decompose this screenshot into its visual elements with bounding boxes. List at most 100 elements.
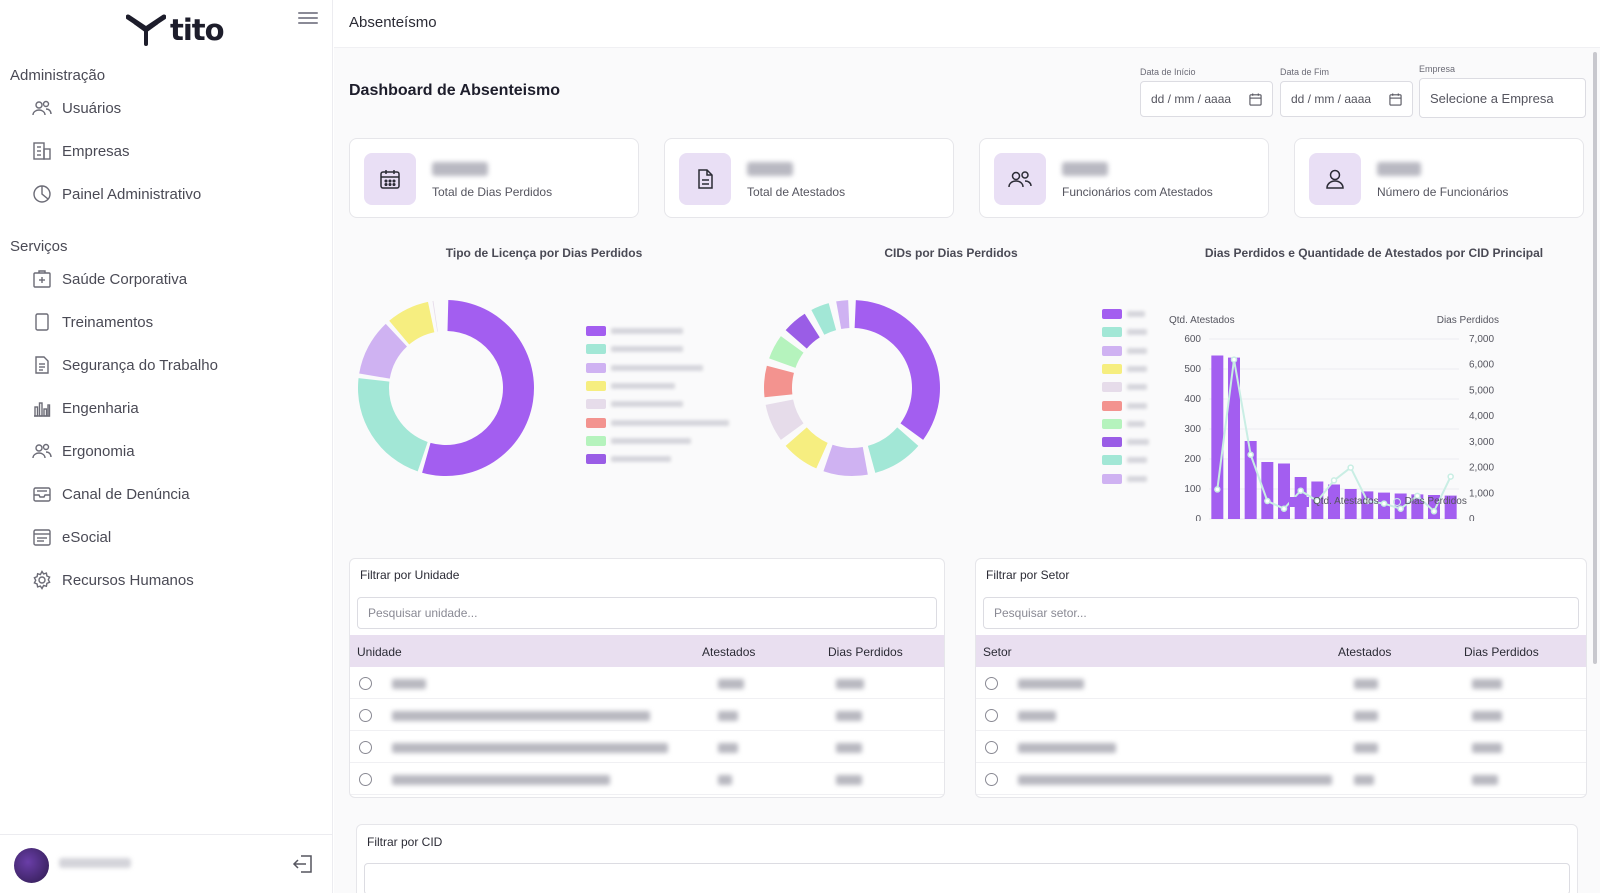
bar[interactable] — [1328, 484, 1340, 520]
line-point[interactable] — [1280, 505, 1288, 512]
line-point[interactable] — [1397, 505, 1404, 512]
bar[interactable] — [1428, 495, 1440, 519]
legend-item[interactable] — [586, 344, 683, 355]
line-point[interactable] — [1364, 497, 1371, 505]
table-row[interactable] — [976, 731, 1586, 763]
legend-item[interactable] — [1102, 473, 1147, 484]
legend-item[interactable] — [586, 380, 675, 391]
logout-button[interactable] — [292, 854, 314, 879]
bar[interactable] — [1211, 355, 1224, 520]
donut-slice[interactable] — [358, 378, 428, 472]
line-point[interactable] — [1230, 356, 1238, 363]
legend-item[interactable] — [586, 326, 683, 336]
start-date-input[interactable]: dd / mm / aaaa — [1140, 81, 1273, 117]
logo[interactable]: tito — [126, 12, 225, 48]
donut-slice[interactable] — [764, 365, 794, 398]
sector-search-input[interactable] — [983, 597, 1579, 629]
sidebar-item-saude-corporativa[interactable]: Saúde Corporativa — [32, 265, 187, 293]
line-point[interactable] — [1297, 487, 1304, 494]
legend-item[interactable]: Dias Perdidos — [1392, 496, 1467, 507]
bar[interactable] — [1411, 494, 1424, 519]
donut-slice[interactable] — [765, 399, 804, 440]
line-point[interactable] — [1414, 492, 1421, 500]
donut-slice[interactable] — [811, 303, 837, 335]
legend-item[interactable] — [1102, 437, 1149, 448]
row-radio[interactable] — [985, 773, 998, 786]
line-point[interactable] — [1380, 500, 1388, 507]
donut-slice[interactable] — [867, 427, 919, 473]
row-radio[interactable] — [359, 677, 372, 690]
legend-item[interactable] — [1102, 327, 1147, 338]
table-row[interactable] — [350, 731, 944, 763]
row-radio[interactable] — [985, 677, 998, 690]
end-date-input[interactable]: dd / mm / aaaa — [1280, 81, 1413, 117]
bar[interactable] — [1261, 462, 1274, 519]
legend-item[interactable] — [1102, 418, 1145, 429]
legend-swatch — [586, 454, 606, 465]
menu-toggle-button[interactable] — [298, 12, 318, 26]
sidebar-item-usuarios[interactable]: Usuários — [32, 94, 121, 122]
legend-item[interactable] — [586, 399, 683, 410]
legend-item[interactable] — [1102, 345, 1147, 356]
row-radio[interactable] — [985, 741, 998, 754]
bar[interactable] — [1228, 357, 1240, 519]
sidebar-item-recursos-humanos[interactable]: Recursos Humanos — [32, 566, 194, 594]
legend-item[interactable] — [1102, 309, 1145, 319]
donut-slice[interactable] — [785, 313, 820, 349]
kpi-label: Número de Funcionários — [1377, 185, 1509, 199]
row-radio[interactable] — [359, 709, 372, 722]
bar[interactable] — [1444, 495, 1457, 519]
line-point[interactable] — [1347, 464, 1354, 471]
bar[interactable] — [1361, 491, 1374, 519]
line-point[interactable] — [1447, 473, 1454, 480]
donut-slice[interactable] — [836, 300, 850, 329]
sidebar-item-engenharia[interactable]: Engenharia — [32, 394, 139, 422]
sidebar-item-painel-administrativo[interactable]: Painel Administrativo — [32, 180, 201, 208]
legend-item[interactable] — [586, 454, 671, 465]
sidebar-item-treinamentos[interactable]: Treinamentos — [32, 308, 153, 336]
legend-item[interactable]: Qtd. Atestados — [1289, 496, 1379, 507]
legend-item[interactable] — [1102, 455, 1147, 466]
company-select[interactable]: Selecione a Empresa — [1419, 78, 1586, 118]
sidebar-item-seguranca-do-trabalho[interactable]: Segurança do Trabalho — [32, 351, 218, 379]
legend-item[interactable] — [586, 362, 703, 373]
donut-slice[interactable] — [854, 300, 940, 440]
sidebar-item-empresas[interactable]: Empresas — [32, 137, 130, 165]
donut-slice[interactable] — [432, 300, 438, 332]
line-point[interactable] — [1430, 508, 1438, 515]
sidebar-item-label: Empresas — [62, 142, 130, 160]
line-point[interactable] — [1314, 497, 1321, 505]
table-row[interactable] — [350, 763, 944, 795]
scrollbar[interactable] — [1593, 52, 1597, 664]
sidebar-item-ergonomia[interactable]: Ergonomia — [32, 437, 135, 465]
donut-slice[interactable] — [769, 336, 804, 368]
table-row[interactable] — [976, 699, 1586, 731]
row-radio[interactable] — [359, 773, 372, 786]
line-point[interactable] — [1214, 486, 1221, 493]
cid-search-input[interactable] — [364, 863, 1570, 893]
unit-search-input[interactable] — [357, 597, 937, 629]
avatar[interactable] — [14, 848, 49, 883]
donut-slice[interactable] — [823, 444, 868, 476]
row-radio[interactable] — [985, 709, 998, 722]
legend-item[interactable] — [586, 417, 729, 428]
line-point[interactable] — [1247, 451, 1254, 458]
table-row[interactable] — [350, 667, 944, 699]
donut-slice[interactable] — [422, 300, 534, 476]
table-row[interactable] — [976, 763, 1586, 795]
table-row[interactable] — [350, 699, 944, 731]
legend-item[interactable] — [586, 435, 691, 446]
sidebar-item-canal-de-denuncia[interactable]: Canal de Denúncia — [32, 480, 190, 508]
legend-item[interactable] — [1102, 400, 1147, 411]
donut-slice[interactable] — [785, 427, 828, 469]
table-row[interactable] — [976, 667, 1586, 699]
line-point[interactable] — [1264, 497, 1271, 505]
legend-item[interactable] — [1102, 382, 1147, 393]
legend-item[interactable] — [1102, 363, 1147, 374]
bar[interactable] — [1344, 489, 1357, 519]
row-radio[interactable] — [359, 741, 372, 754]
sidebar-item-esocial[interactable]: eSocial — [32, 523, 111, 551]
line-point[interactable] — [1330, 477, 1338, 484]
donut-slice[interactable] — [359, 323, 407, 379]
donut-slice[interactable] — [389, 301, 435, 345]
